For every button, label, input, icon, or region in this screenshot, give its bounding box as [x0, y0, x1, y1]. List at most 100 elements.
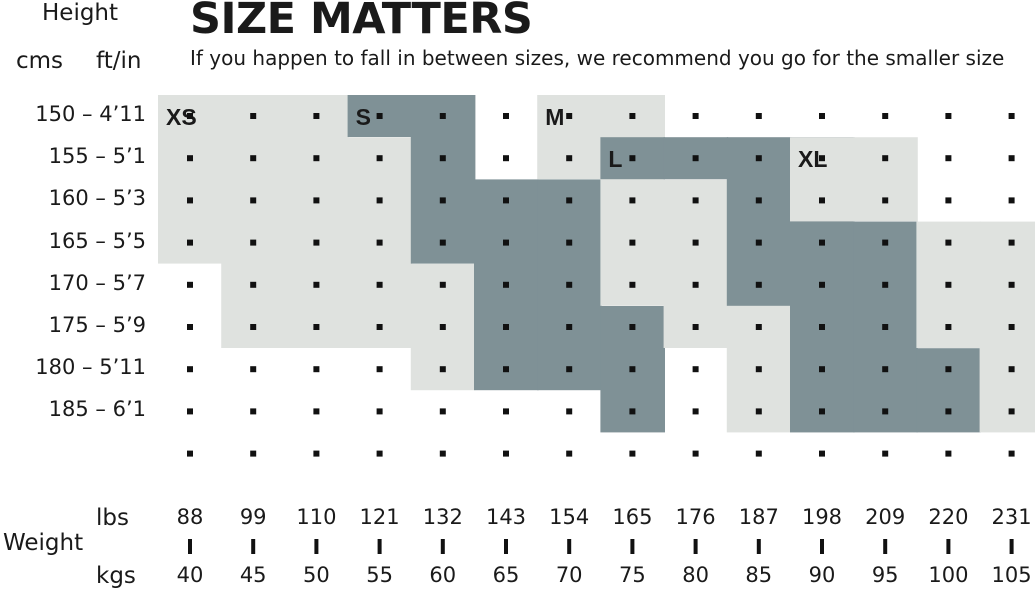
grid-dot [439, 239, 446, 246]
grid-dot [566, 239, 573, 246]
grid-dot [1008, 366, 1015, 373]
grid-dot [250, 324, 257, 330]
kgs-tick-label: 70 [555, 563, 583, 587]
grid-dot [503, 155, 509, 162]
lbs-tick-label: 165 [612, 505, 653, 529]
lbs-tick-label: 198 [801, 505, 843, 529]
weight-tick-mark [314, 539, 319, 554]
grid-dot [692, 155, 699, 162]
grid-dot [882, 239, 889, 246]
grid-dot [819, 408, 825, 415]
grid-dot [882, 408, 889, 415]
grid-dot [187, 281, 193, 288]
kgs-tick-label: 60 [429, 563, 457, 587]
grid-dot [692, 113, 699, 119]
height-row-label: 170 – 5’7 [48, 270, 146, 295]
lbs-tick-label: 143 [485, 505, 527, 529]
weight-tick-mark [188, 539, 192, 554]
lbs-tick-label: 209 [865, 505, 906, 529]
grid-dot [629, 281, 636, 288]
grid-dot [882, 113, 889, 119]
grid-dot [566, 408, 573, 415]
grid-dot [250, 113, 257, 119]
grid-dot [313, 366, 320, 373]
grid-dot [566, 366, 573, 373]
grid-dot [376, 197, 383, 204]
weight-tick-mark [693, 539, 698, 554]
grid-dot [755, 324, 762, 330]
grid-dot [187, 239, 193, 246]
grid-dot [439, 281, 446, 288]
grid-dot [250, 239, 257, 246]
size-xs-cell-40kg [158, 95, 223, 264]
size-m-cell-70kg [537, 95, 602, 180]
grid-dot [629, 450, 636, 457]
grid-dot [629, 239, 636, 246]
height-axis-title: Height [42, 0, 119, 26]
grid-dot [1008, 113, 1015, 119]
lbs-tick-label: 132 [422, 505, 463, 529]
grid-dot [692, 366, 699, 373]
height-row-label: 180 – 5’11 [35, 355, 146, 380]
size-l-cell-100kg [916, 348, 981, 433]
grid-dot [439, 408, 446, 415]
grid-dot [187, 408, 193, 415]
weight-tick-mark [820, 539, 824, 554]
grid-dot [755, 155, 762, 162]
grid-dot [945, 239, 952, 246]
kgs-tick-label: 105 [991, 563, 1032, 587]
grid-dot [566, 197, 573, 204]
chart-subtitle: If you happen to fall in between sizes, … [190, 46, 1005, 70]
lbs-tick-label: 187 [738, 505, 779, 529]
kgs-tick-label: 65 [492, 563, 520, 587]
grid-dot [692, 324, 699, 330]
kgs-tick-label: 50 [303, 563, 330, 587]
grid-dot [187, 197, 193, 204]
grid-dot [629, 408, 636, 415]
weight-tick-mark [567, 539, 572, 554]
grid-dot [1008, 450, 1015, 457]
grid-dot [692, 408, 699, 415]
grid-dot [250, 197, 257, 204]
grid-dot [819, 366, 825, 373]
grid-dot [692, 239, 699, 246]
grid-dot [376, 155, 383, 162]
size-xs-cell-50kg [284, 95, 349, 348]
lbs-tick-label: 176 [675, 505, 716, 529]
grid-dot [1008, 324, 1015, 330]
grid-dot [566, 450, 573, 457]
grid-dot [629, 197, 636, 204]
grid-dot [755, 197, 762, 204]
size-m-cell-80kg [663, 179, 729, 348]
grid-dot [945, 450, 952, 457]
grid-dot [250, 155, 257, 162]
grid-dot [692, 197, 699, 204]
grid-dot [1008, 281, 1015, 288]
grid-dot [629, 113, 636, 119]
grid-dot [882, 155, 889, 162]
weight-tick-mark [756, 539, 761, 554]
grid-dot [629, 324, 636, 330]
grid-dot [376, 281, 383, 288]
grid-dot [945, 324, 952, 330]
grid-dot [503, 408, 509, 415]
grid-dot [439, 324, 446, 330]
grid-dot [313, 155, 320, 162]
grid-dot [819, 239, 825, 246]
grid-dot [313, 281, 320, 288]
size-xl-cell-95kg [853, 137, 918, 222]
size-label-m: M [545, 104, 564, 130]
kgs-tick-label: 55 [366, 563, 393, 587]
grid-dot [1008, 408, 1015, 415]
grid-dot [882, 366, 889, 373]
grid-dot [503, 366, 509, 373]
grid-dot [503, 239, 509, 246]
grid-dot [313, 324, 320, 330]
grid-dot [819, 281, 825, 288]
grid-dot [376, 113, 383, 119]
grid-dot [439, 113, 446, 119]
grid-dot [187, 324, 193, 330]
grid-dot [187, 113, 193, 119]
weight-tick-mark [946, 539, 951, 554]
